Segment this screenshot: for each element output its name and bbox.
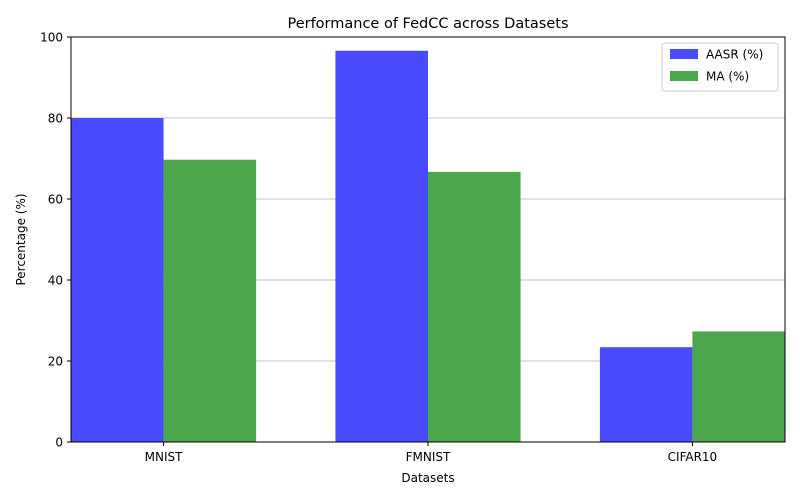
bar-ma-fmnist [428, 171, 521, 443]
bar-aasr-fmnist [335, 50, 428, 443]
y-tick-label: 20 [48, 355, 63, 369]
y-tick-label: 0 [55, 436, 63, 450]
y-tick-label: 80 [48, 112, 63, 126]
x-tick-label: FMNIST [406, 450, 451, 464]
bar-aasr-cifar10 [599, 347, 693, 442]
bar-aasr-mnist [71, 118, 164, 442]
legend-swatch-ma [670, 71, 698, 81]
y-tick-label: 40 [48, 274, 63, 288]
legend-label-ma: MA (%) [706, 70, 749, 84]
x-axis-ticks: MNIST FMNIST CIFAR10 [145, 442, 718, 464]
x-tick-label: MNIST [145, 450, 183, 464]
y-axis-label: Percentage (%) [14, 193, 28, 285]
legend-label-aasr: AASR (%) [706, 48, 763, 62]
chart-title: Performance of FedCC across Datasets [287, 16, 568, 32]
bars-group [71, 50, 785, 443]
bar-ma-mnist [163, 159, 257, 442]
y-tick-label: 100 [40, 31, 63, 45]
y-axis-ticks: 0 20 40 60 80 100 [40, 31, 71, 450]
y-tick-label: 60 [48, 193, 63, 207]
legend-swatch-aasr [670, 49, 698, 59]
x-axis-label: Datasets [401, 471, 454, 485]
bar-ma-cifar10 [692, 331, 785, 442]
legend: AASR (%) MA (%) [661, 42, 779, 92]
x-tick-label: CIFAR10 [668, 450, 718, 464]
